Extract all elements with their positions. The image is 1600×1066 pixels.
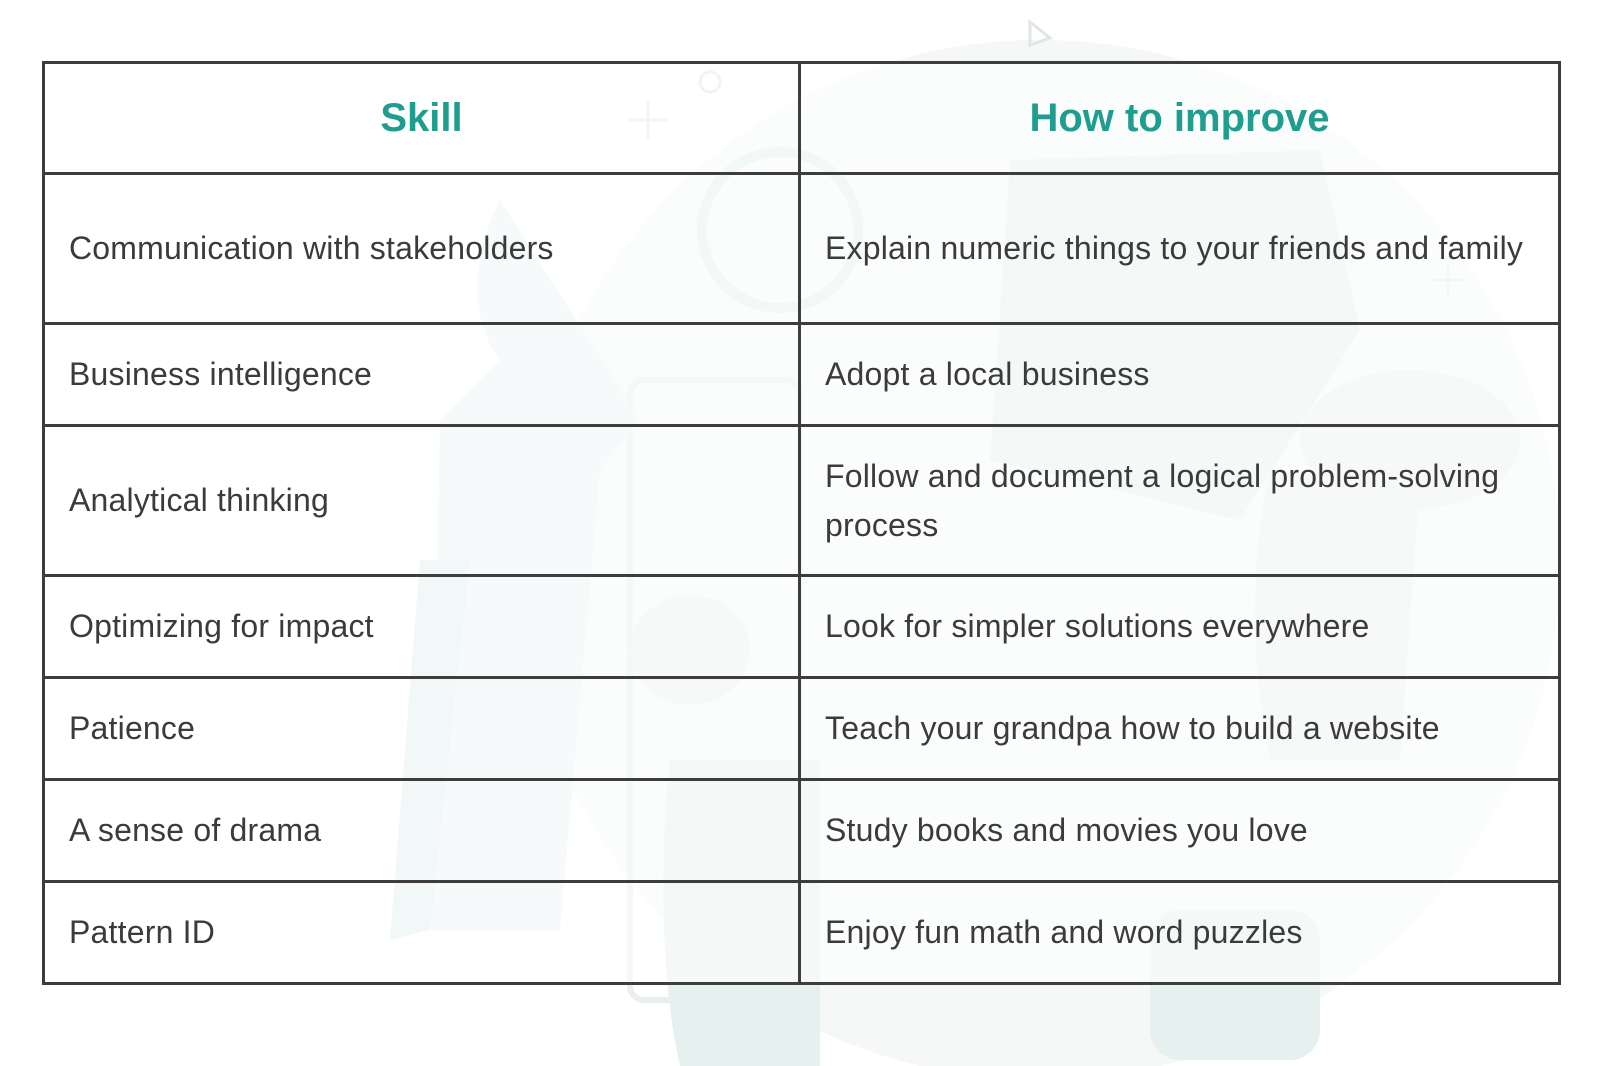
skills-table: Skill How to improve Communication with … — [42, 61, 1561, 985]
table-row: Analytical thinking Follow and document … — [42, 424, 1561, 577]
skill-cell: A sense of drama — [42, 778, 801, 883]
how-to-improve-cell: Enjoy fun math and word puzzles — [798, 880, 1561, 985]
table-row: Communication with stakeholders Explain … — [42, 172, 1561, 325]
table-row: Business intelligence Adopt a local busi… — [42, 322, 1561, 427]
table-row: A sense of drama Study books and movies … — [42, 778, 1561, 883]
how-to-improve-cell: Explain numeric things to your friends a… — [798, 172, 1561, 325]
table-row: Patience Teach your grandpa how to build… — [42, 676, 1561, 781]
skill-cell: Communication with stakeholders — [42, 172, 801, 325]
column-header-skill: Skill — [42, 61, 801, 175]
how-to-improve-cell: Look for simpler solutions everywhere — [798, 574, 1561, 679]
table-row: Pattern ID Enjoy fun math and word puzzl… — [42, 880, 1561, 985]
skill-cell: Optimizing for impact — [42, 574, 801, 679]
how-to-improve-cell: Study books and movies you love — [798, 778, 1561, 883]
skill-cell: Business intelligence — [42, 322, 801, 427]
table-row: Optimizing for impact Look for simpler s… — [42, 574, 1561, 679]
skill-cell: Patience — [42, 676, 801, 781]
table-header-row: Skill How to improve — [42, 61, 1561, 175]
skill-cell: Pattern ID — [42, 880, 801, 985]
column-header-how-to-improve: How to improve — [798, 61, 1561, 175]
skill-cell: Analytical thinking — [42, 424, 801, 577]
how-to-improve-cell: Adopt a local business — [798, 322, 1561, 427]
how-to-improve-cell: Follow and document a logical problem-so… — [798, 424, 1561, 577]
how-to-improve-cell: Teach your grandpa how to build a websit… — [798, 676, 1561, 781]
